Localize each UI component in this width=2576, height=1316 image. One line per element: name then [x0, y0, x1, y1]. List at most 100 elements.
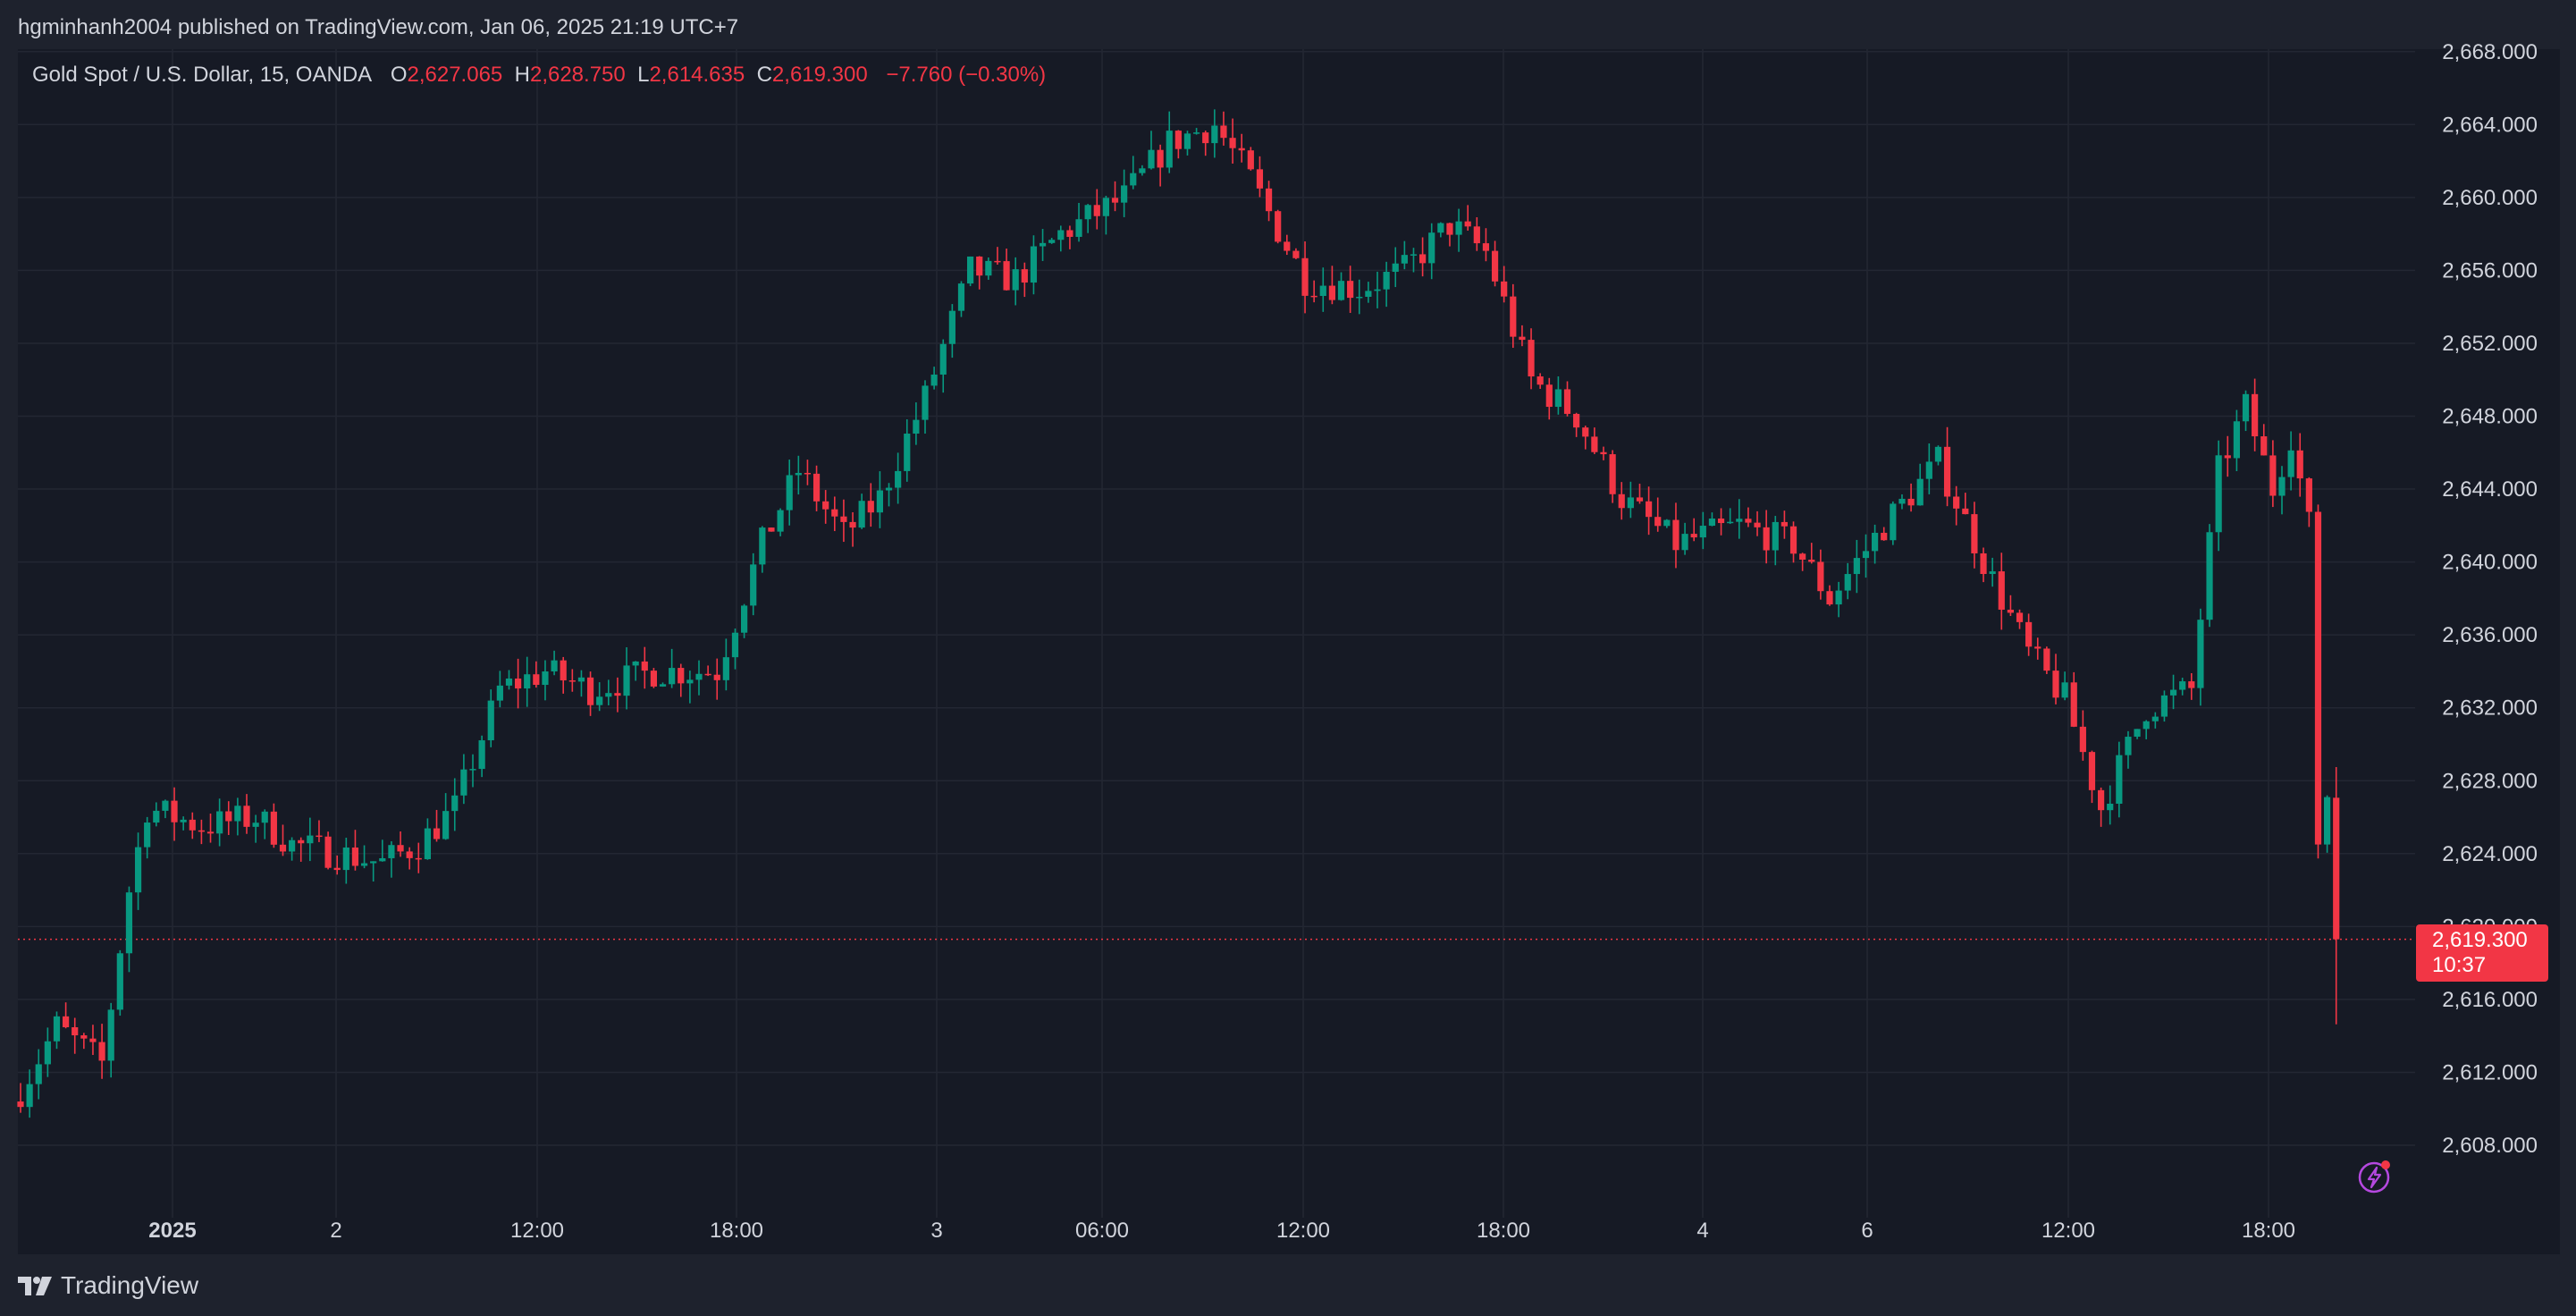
- candle-body: [2169, 689, 2177, 696]
- y-tick-label: 2,616.000: [2442, 988, 2538, 1012]
- candle-body: [2197, 620, 2204, 688]
- candle-body: [216, 811, 223, 834]
- candle-body: [722, 657, 729, 680]
- candle-body: [442, 811, 450, 839]
- candle-body: [1609, 454, 1616, 494]
- candle-body: [1021, 269, 1028, 283]
- published-text: hgminhanh2004 published on TradingView.c…: [18, 15, 739, 39]
- candle-body: [333, 867, 341, 871]
- candle-body: [524, 674, 531, 689]
- candle-body: [1582, 427, 1589, 437]
- candle-body: [1084, 205, 1091, 220]
- candle-body: [1989, 571, 1996, 575]
- candle-body: [1573, 413, 1580, 428]
- candle-body: [1392, 263, 1399, 273]
- y-tick-label: 2,624.000: [2442, 842, 2538, 866]
- candle-body: [1681, 534, 1688, 551]
- candle-body: [1446, 223, 1453, 235]
- candle-body: [1646, 501, 1653, 518]
- candle-body: [2305, 478, 2312, 512]
- open-label: O: [390, 63, 408, 87]
- candle-body: [1174, 131, 1182, 149]
- brand-name: TradingView: [61, 1271, 199, 1299]
- candle-body: [1437, 223, 1444, 233]
- y-tick-label: 2,636.000: [2442, 623, 2538, 647]
- x-tick-label: 6: [1861, 1219, 1873, 1243]
- candle-body: [1121, 185, 1128, 203]
- candle-body: [858, 501, 865, 528]
- candle-body: [750, 564, 757, 606]
- candle-body: [1872, 532, 1879, 552]
- tradingview-brand[interactable]: TradingView: [18, 1271, 198, 1300]
- candle-body: [2287, 450, 2294, 477]
- candle-body: [1482, 243, 1490, 251]
- symbol-name[interactable]: Gold Spot / U.S. Dollar, 15, OANDA: [32, 63, 373, 87]
- lightning-alert-icon[interactable]: [2357, 1159, 2393, 1194]
- candle-body: [2296, 450, 2303, 479]
- candle-body: [957, 283, 965, 311]
- candle-body: [406, 851, 413, 858]
- candle-body: [885, 487, 893, 491]
- y-tick-label: 2,668.000: [2442, 40, 2538, 64]
- y-tick-label: 2,612.000: [2442, 1060, 2538, 1084]
- candle-body: [2188, 681, 2195, 688]
- candle-body: [1383, 272, 1390, 290]
- candle-body: [1428, 232, 1435, 264]
- candle-body: [804, 472, 812, 475]
- candle-body: [189, 819, 196, 831]
- candle-body: [44, 1041, 51, 1065]
- candle-body: [171, 800, 178, 822]
- candle-body: [1202, 132, 1209, 144]
- candle-body: [1519, 336, 1526, 341]
- candle-body: [895, 470, 902, 488]
- candle-body: [496, 685, 503, 701]
- candle-body: [2206, 532, 2213, 620]
- candle-body: [53, 1016, 61, 1042]
- candle-body: [153, 810, 160, 823]
- candle-body: [1166, 131, 1173, 168]
- candle-body: [1048, 240, 1056, 243]
- candle-body: [206, 831, 215, 834]
- candle-body: [505, 678, 513, 686]
- candle-body: [759, 527, 766, 565]
- candle-body: [922, 385, 929, 420]
- candle-body: [1365, 291, 1372, 297]
- candle-body: [1275, 211, 1282, 242]
- candle-body: [379, 857, 386, 862]
- y-tick-label: 2,632.000: [2442, 696, 2538, 721]
- candle-body: [669, 668, 676, 685]
- candle-body: [913, 419, 920, 434]
- candle-body: [2134, 729, 2141, 738]
- candle-body: [976, 256, 983, 276]
- candle-body: [1817, 561, 1824, 592]
- candle-body: [351, 847, 359, 866]
- candle-body: [26, 1084, 33, 1108]
- candle-body: [2070, 682, 2077, 727]
- candle-body: [2333, 797, 2340, 940]
- candle-body: [1455, 221, 1462, 235]
- candle-body: [2098, 789, 2105, 811]
- candle-body: [659, 684, 667, 687]
- candle-body: [1238, 148, 1245, 151]
- candle-body: [1591, 436, 1598, 452]
- candle-body: [1808, 559, 1815, 562]
- candle-body: [370, 861, 377, 864]
- y-axis: 2,608.0002,612.0002,616.0002,620.0002,62…: [2442, 40, 2538, 1158]
- x-tick-label: 2025: [148, 1219, 196, 1243]
- candle-body: [1401, 255, 1408, 264]
- candle-body: [1057, 230, 1065, 240]
- x-tick-label: 12:00: [510, 1219, 564, 1243]
- candle-body: [2324, 797, 2331, 845]
- candle-body: [289, 839, 296, 852]
- candle-body: [1102, 198, 1109, 216]
- candle-body: [2269, 455, 2277, 496]
- candle-body: [2233, 421, 2240, 459]
- y-tick-label: 2,652.000: [2442, 332, 2538, 356]
- x-tick-label: 4: [1696, 1219, 1708, 1243]
- candle-body: [1111, 198, 1119, 203]
- candle-body: [270, 811, 277, 845]
- candle-body: [1310, 295, 1317, 298]
- candle-body: [1075, 219, 1082, 237]
- candle-body: [1563, 389, 1571, 414]
